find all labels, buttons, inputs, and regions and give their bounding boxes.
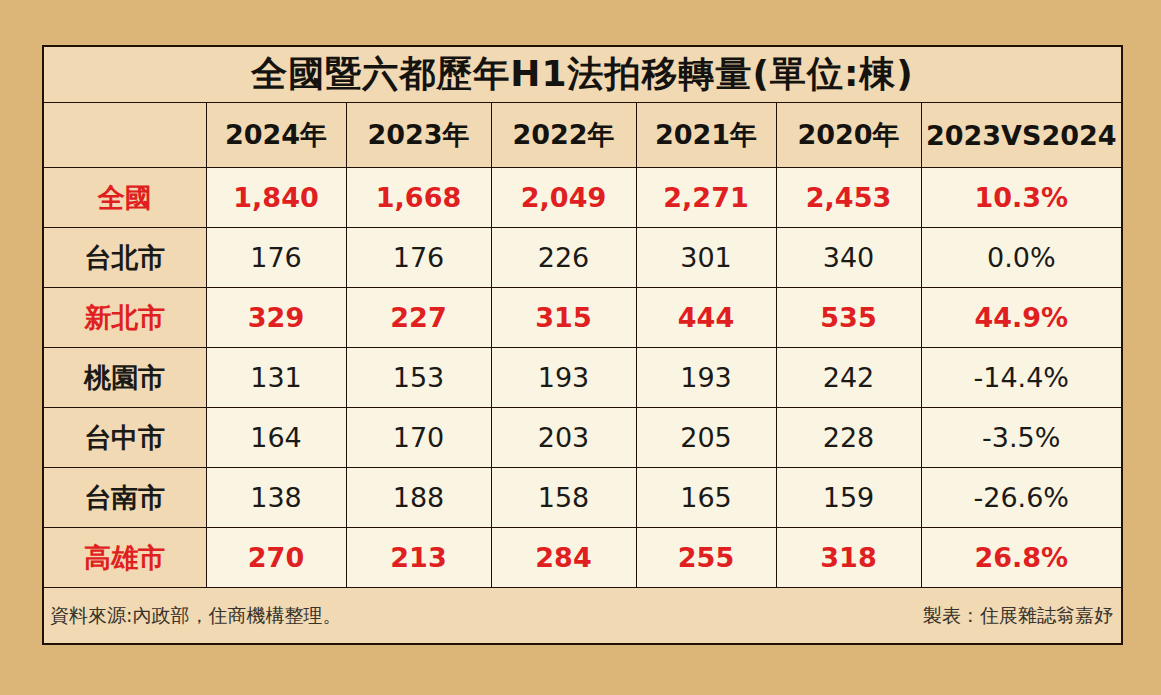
header-cell-2022: 2022年 <box>491 103 636 168</box>
cell-value: 165 <box>636 468 776 528</box>
header-cell-2023: 2023年 <box>346 103 491 168</box>
row-label: 台中市 <box>43 408 206 468</box>
cell-yoy: 26.8% <box>921 528 1122 588</box>
cell-value: 153 <box>346 348 491 408</box>
row-label: 新北市 <box>43 288 206 348</box>
title-row: 全國暨六都歷年H1法拍移轉量(單位:棟) <box>43 46 1122 103</box>
table-row-tainan: 台南市 138 188 158 165 159 -26.6% <box>43 468 1122 528</box>
header-cell-2021: 2021年 <box>636 103 776 168</box>
cell-value: 138 <box>206 468 346 528</box>
table-row-taichung: 台中市 164 170 203 205 228 -3.5% <box>43 408 1122 468</box>
row-label: 台南市 <box>43 468 206 528</box>
cell-value: 535 <box>776 288 921 348</box>
cell-yoy: 0.0% <box>921 228 1122 288</box>
cell-value: 1,668 <box>346 168 491 228</box>
cell-value: 228 <box>776 408 921 468</box>
cell-value: 329 <box>206 288 346 348</box>
cell-value: 242 <box>776 348 921 408</box>
header-cell-2024: 2024年 <box>206 103 346 168</box>
cell-value: 176 <box>206 228 346 288</box>
cell-value: 1,840 <box>206 168 346 228</box>
source-note: 資料來源:內政部，住商機構整理。 <box>50 603 341 629</box>
cell-value: 255 <box>636 528 776 588</box>
cell-value: 203 <box>491 408 636 468</box>
cell-yoy: -26.6% <box>921 468 1122 528</box>
cell-value: 131 <box>206 348 346 408</box>
cell-yoy: 44.9% <box>921 288 1122 348</box>
row-label: 桃園市 <box>43 348 206 408</box>
table-row-kaohsiung: 高雄市 270 213 284 255 318 26.8% <box>43 528 1122 588</box>
cell-value: 284 <box>491 528 636 588</box>
table-row-taoyuan: 桃園市 131 153 193 193 242 -14.4% <box>43 348 1122 408</box>
cell-value: 2,453 <box>776 168 921 228</box>
cell-value: 159 <box>776 468 921 528</box>
infographic-canvas: 全國暨六都歷年H1法拍移轉量(單位:棟) 2024年 2023年 2022年 2… <box>0 0 1161 695</box>
header-cell-region <box>43 103 206 168</box>
cell-value: 164 <box>206 408 346 468</box>
table-row-newtaipei: 新北市 329 227 315 444 535 44.9% <box>43 288 1122 348</box>
cell-value: 301 <box>636 228 776 288</box>
cell-yoy: 10.3% <box>921 168 1122 228</box>
cell-value: 205 <box>636 408 776 468</box>
cell-value: 444 <box>636 288 776 348</box>
row-label: 高雄市 <box>43 528 206 588</box>
table-row-taipei: 台北市 176 176 226 301 340 0.0% <box>43 228 1122 288</box>
cell-value: 315 <box>491 288 636 348</box>
footer-row: 資料來源:內政部，住商機構整理。 製表：住展雜誌翁嘉妤 <box>43 588 1122 645</box>
credit-note: 製表：住展雜誌翁嘉妤 <box>923 603 1113 629</box>
header-row: 2024年 2023年 2022年 2021年 2020年 2023VS2024 <box>43 103 1122 168</box>
cell-value: 318 <box>776 528 921 588</box>
cell-value: 2,271 <box>636 168 776 228</box>
cell-yoy: -14.4% <box>921 348 1122 408</box>
cell-value: 226 <box>491 228 636 288</box>
cell-value: 193 <box>491 348 636 408</box>
cell-value: 170 <box>346 408 491 468</box>
header-cell-2020: 2020年 <box>776 103 921 168</box>
cell-value: 193 <box>636 348 776 408</box>
row-label: 台北市 <box>43 228 206 288</box>
foreclosure-table: 全國暨六都歷年H1法拍移轉量(單位:棟) 2024年 2023年 2022年 2… <box>42 45 1123 645</box>
row-label: 全國 <box>43 168 206 228</box>
page-title: 全國暨六都歷年H1法拍移轉量(單位:棟) <box>43 46 1122 103</box>
cell-value: 2,049 <box>491 168 636 228</box>
cell-value: 158 <box>491 468 636 528</box>
header-cell-comparison: 2023VS2024 <box>921 103 1122 168</box>
cell-value: 340 <box>776 228 921 288</box>
cell-value: 213 <box>346 528 491 588</box>
table-row-national: 全國 1,840 1,668 2,049 2,271 2,453 10.3% <box>43 168 1122 228</box>
cell-yoy: -3.5% <box>921 408 1122 468</box>
footer-notes: 資料來源:內政部，住商機構整理。 製表：住展雜誌翁嘉妤 <box>44 603 1121 629</box>
cell-value: 176 <box>346 228 491 288</box>
cell-value: 227 <box>346 288 491 348</box>
cell-value: 188 <box>346 468 491 528</box>
cell-value: 270 <box>206 528 346 588</box>
